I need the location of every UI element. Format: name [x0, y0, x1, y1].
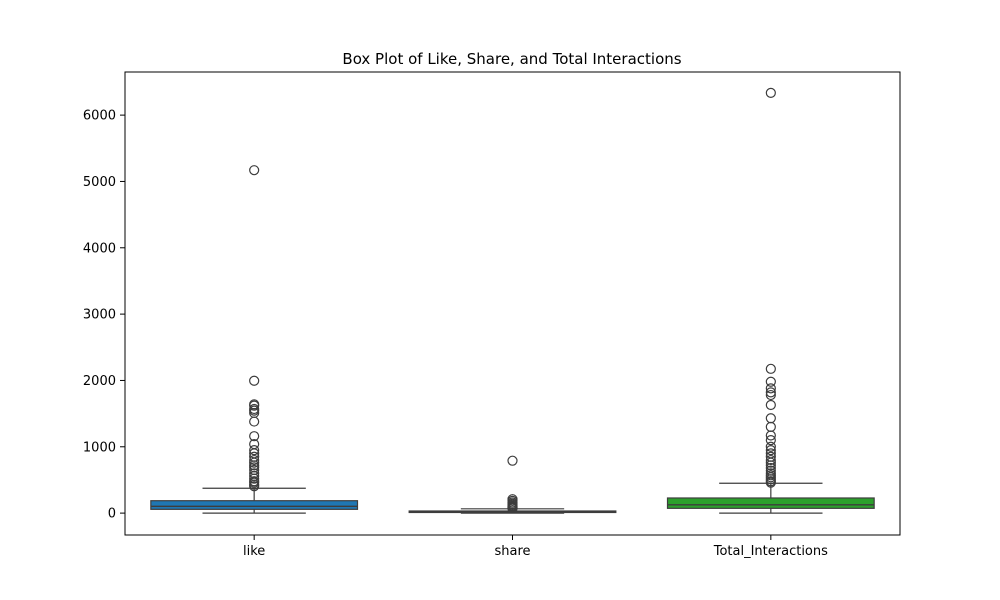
outlier-point	[765, 389, 776, 401]
outlier-point	[249, 416, 260, 427]
outlier-point	[765, 363, 776, 374]
box-group-share	[408, 455, 617, 514]
plot-area	[150, 87, 875, 514]
y-tick-label: 1000	[83, 440, 116, 455]
outlier-point	[249, 454, 260, 466]
outlier-point	[765, 441, 776, 452]
outlier-point	[249, 165, 260, 176]
outlier-point	[249, 431, 260, 442]
outlier-point	[765, 454, 776, 466]
outlier-point	[765, 430, 776, 441]
outlier-point	[507, 503, 518, 514]
outlier-point	[765, 435, 776, 446]
outlier-point	[249, 400, 260, 411]
outlier-point	[765, 376, 776, 387]
outlier-point	[765, 387, 776, 398]
box-group-Total_Interactions	[666, 87, 875, 514]
y-tick-label: 0	[108, 507, 116, 522]
outlier-point	[765, 399, 776, 411]
outlier-point	[249, 444, 260, 456]
outlier-point	[765, 457, 776, 468]
outlier-point	[765, 413, 776, 424]
x-tick-label: like	[243, 544, 265, 559]
outlier-point	[765, 421, 776, 432]
y-tick-label: 3000	[83, 308, 116, 323]
outlier-point	[765, 87, 776, 98]
y-tick-label: 4000	[83, 241, 116, 256]
x-tick-label: share	[494, 544, 530, 559]
outlier-point	[249, 457, 260, 468]
chart-title: Box Plot of Like, Share, and Total Inter…	[342, 50, 681, 68]
box-group-like	[150, 165, 359, 514]
box-like	[150, 500, 359, 510]
outlier-point	[765, 460, 776, 471]
box-Total_Interactions	[666, 497, 875, 509]
outlier-point	[249, 473, 260, 484]
outlier-point	[765, 383, 776, 394]
y-tick-label: 2000	[83, 374, 116, 389]
axes: 0 1000 2000 3000 4000 5000 6000 like share Total_…	[83, 71, 901, 559]
outlier-point	[249, 375, 260, 386]
y-tick-label: 5000	[83, 175, 116, 190]
outlier-point	[765, 444, 776, 456]
y-tick-label: 6000	[83, 109, 116, 124]
outlier-point	[765, 477, 776, 488]
x-tick-label: Total_Interactions	[713, 544, 828, 559]
outlier-point	[507, 455, 518, 466]
outlier-point	[249, 481, 260, 492]
